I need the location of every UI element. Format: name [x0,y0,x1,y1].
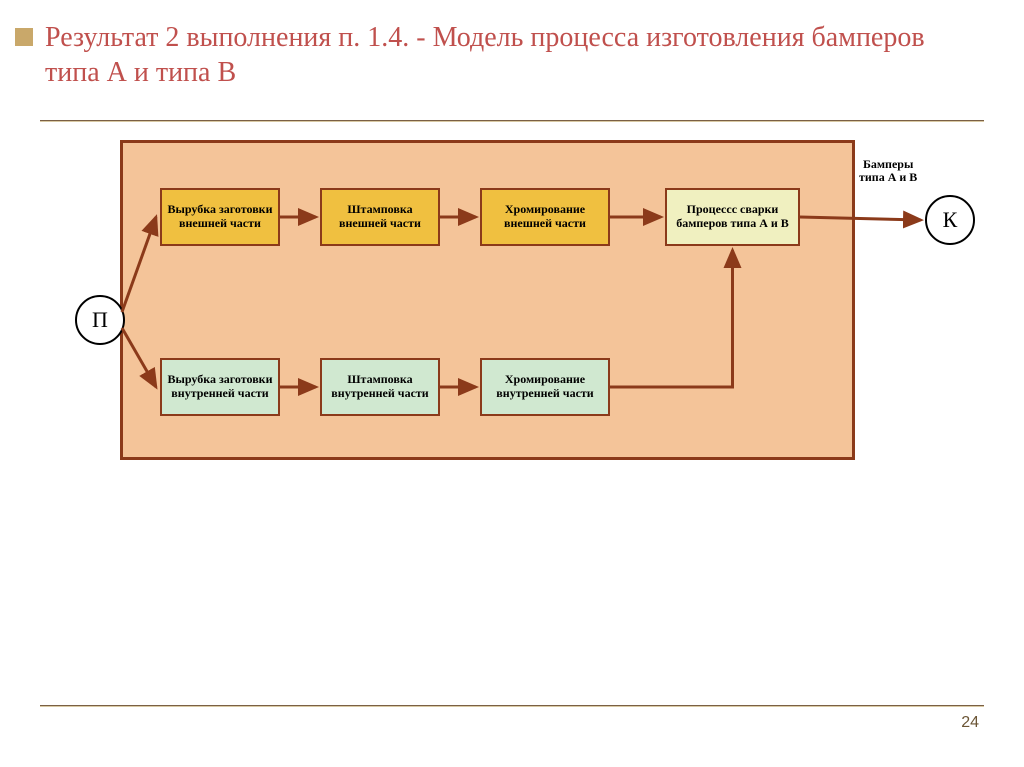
box-stamp-outer: Штамповка внешней части [320,188,440,246]
title-accent [15,28,33,46]
end-node: К [925,195,975,245]
start-label: П [92,307,108,333]
box-stamp-inner: Штамповка внутренней части [320,358,440,416]
divider-top [40,120,984,122]
box-chrome-inner: Хромирование внутренней части [480,358,610,416]
box-chrome-outer: Хромирование внешней части [480,188,610,246]
slide: Результат 2 выполнения п. 1.4. - Модель … [15,10,1009,727]
page-number: 24 [961,714,979,732]
box-cut-outer: Вырубка заготовки внешней части [160,188,280,246]
divider-bottom [40,705,984,707]
box-cut-inner: Вырубка заготовки внутренней части [160,358,280,416]
output-label: Бамперы типа А и В [859,158,917,184]
end-label: К [943,207,958,233]
start-node: П [75,295,125,345]
process-diagram: П К Бамперы типа А и В Вырубка заготовки… [75,140,975,500]
box-welding: Процессс сварки бамперов типа А и В [665,188,800,246]
slide-title: Результат 2 выполнения п. 1.4. - Модель … [15,10,1009,90]
